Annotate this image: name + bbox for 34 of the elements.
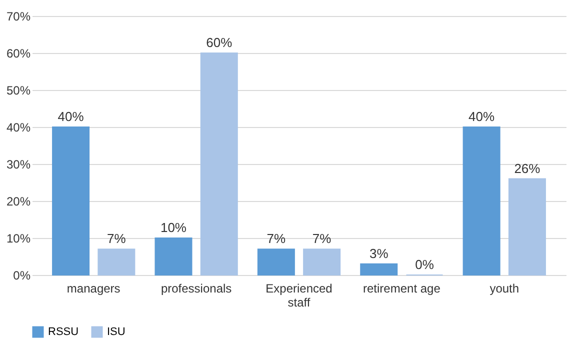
data-label: 40%: [58, 109, 84, 124]
x-tick-label: professionals: [160, 282, 232, 296]
legend-label: ISU: [107, 326, 126, 338]
data-label: 7%: [312, 231, 332, 246]
data-label: 7%: [266, 231, 286, 246]
bar: [303, 248, 341, 276]
legend-label: RSSU: [48, 326, 79, 338]
y-tick-label: 50%: [6, 84, 31, 98]
bar: [200, 52, 238, 276]
bar: [508, 178, 546, 276]
bar: [154, 238, 192, 276]
bar: [462, 126, 500, 276]
x-tick-label: Experienced staff: [266, 282, 332, 310]
x-tick-label: retirement age: [363, 282, 441, 296]
y-tick-label: 60%: [6, 46, 31, 60]
data-label: 10%: [160, 220, 187, 235]
y-tick-label: 10%: [6, 232, 31, 246]
y-tick-label: 20%: [6, 194, 31, 208]
data-label: 60%: [206, 35, 233, 50]
y-tick-label: 30%: [6, 158, 31, 172]
data-label: 40%: [468, 109, 496, 124]
x-tick-label: youth: [490, 282, 520, 296]
bar: [52, 126, 90, 276]
data-label: 0%: [415, 257, 434, 272]
data-label: 3%: [369, 246, 389, 261]
data-label: 7%: [107, 231, 126, 246]
y-tick-label: 40%: [6, 120, 31, 134]
y-tick-label: 70%: [6, 10, 31, 24]
bar: [98, 248, 136, 276]
bar: [360, 263, 398, 276]
data-label: 26%: [514, 160, 541, 176]
x-tick-label: managers: [66, 282, 120, 296]
y-tick-label: 0%: [13, 268, 31, 282]
bar: [257, 248, 295, 276]
